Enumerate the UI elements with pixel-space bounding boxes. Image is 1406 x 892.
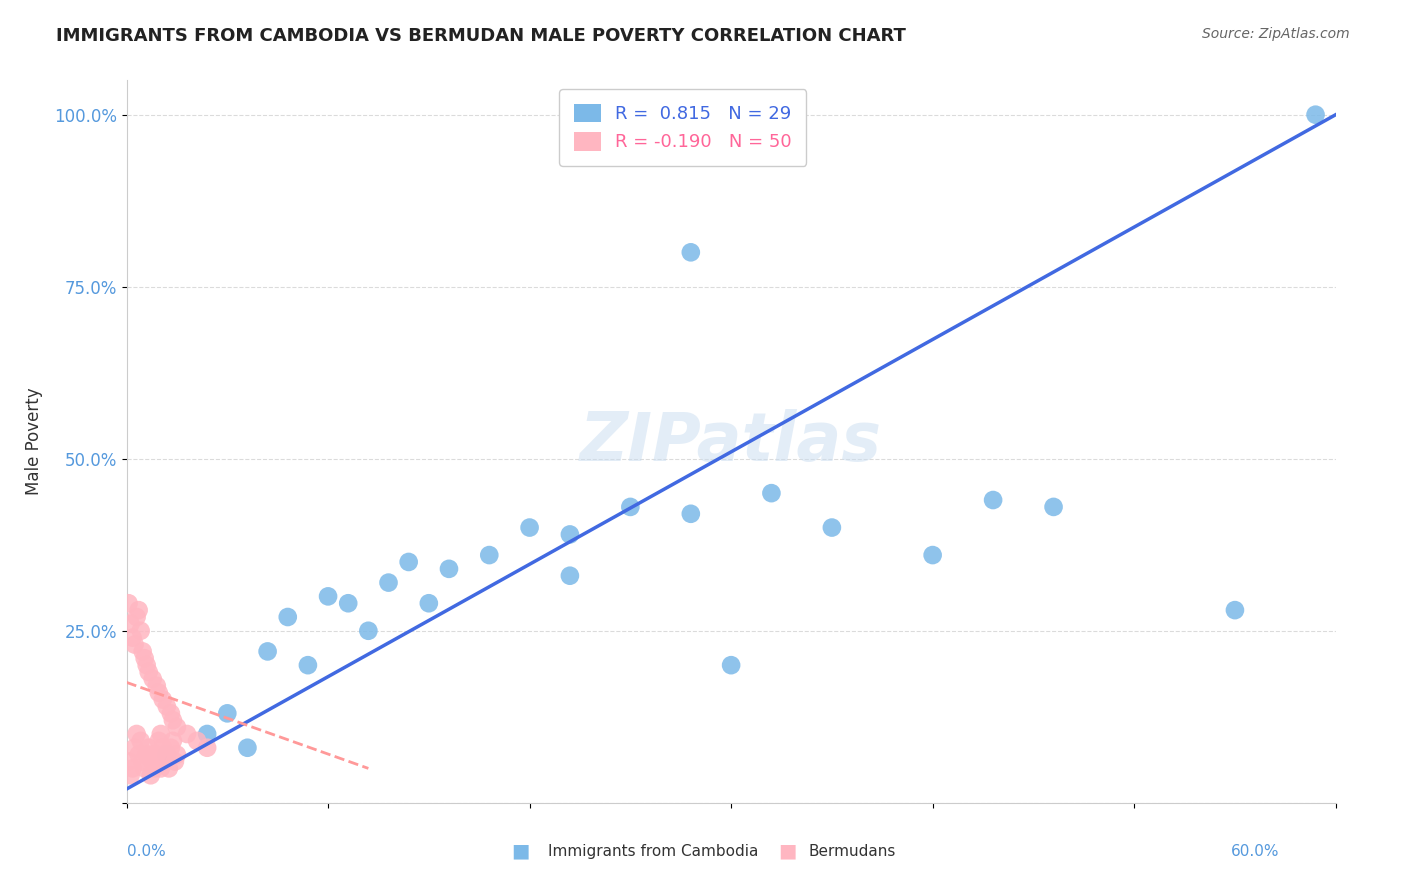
Point bbox=[134, 651, 156, 665]
Point bbox=[163, 755, 186, 769]
Text: IMMIGRANTS FROM CAMBODIA VS BERMUDAN MALE POVERTY CORRELATION CHART: IMMIGRANTS FROM CAMBODIA VS BERMUDAN MAL… bbox=[56, 27, 905, 45]
Text: ZIPatlas: ZIPatlas bbox=[581, 409, 882, 475]
Point bbox=[981, 493, 1004, 508]
Point bbox=[149, 727, 172, 741]
Text: Immigrants from Cambodia: Immigrants from Cambodia bbox=[548, 845, 759, 859]
Point bbox=[143, 761, 166, 775]
Text: ■: ■ bbox=[778, 841, 797, 860]
Point bbox=[138, 740, 160, 755]
Legend: R =  0.815   N = 29, R = -0.190   N = 50: R = 0.815 N = 29, R = -0.190 N = 50 bbox=[560, 89, 806, 166]
Point bbox=[1042, 500, 1064, 514]
Point bbox=[821, 520, 844, 534]
Point bbox=[139, 747, 162, 762]
Point bbox=[160, 740, 183, 755]
Point bbox=[117, 755, 139, 769]
Text: ■: ■ bbox=[510, 841, 530, 860]
Point bbox=[519, 520, 541, 534]
Point bbox=[148, 686, 170, 700]
Point bbox=[437, 562, 460, 576]
Point bbox=[418, 596, 440, 610]
Point bbox=[153, 755, 176, 769]
Point bbox=[135, 747, 157, 762]
Y-axis label: Male Poverty: Male Poverty bbox=[25, 388, 42, 495]
Point bbox=[142, 755, 165, 769]
Point bbox=[157, 761, 180, 775]
Point bbox=[720, 658, 742, 673]
Point bbox=[921, 548, 943, 562]
Point bbox=[679, 507, 702, 521]
Point bbox=[146, 679, 169, 693]
Point bbox=[195, 740, 218, 755]
Point bbox=[117, 596, 139, 610]
Point bbox=[156, 699, 179, 714]
Point bbox=[143, 755, 166, 769]
Point bbox=[121, 631, 143, 645]
Point bbox=[129, 624, 152, 638]
Point bbox=[124, 740, 146, 755]
Point bbox=[357, 624, 380, 638]
Point bbox=[135, 658, 157, 673]
Point bbox=[120, 768, 142, 782]
Point bbox=[128, 603, 150, 617]
Point bbox=[131, 644, 153, 658]
Point bbox=[761, 486, 783, 500]
Point bbox=[156, 747, 179, 762]
Point bbox=[152, 692, 174, 706]
Point bbox=[478, 548, 501, 562]
Point bbox=[148, 734, 170, 748]
Point bbox=[149, 761, 172, 775]
Point bbox=[124, 638, 146, 652]
Point bbox=[377, 575, 399, 590]
Point bbox=[128, 747, 150, 762]
Point bbox=[1223, 603, 1246, 617]
Point bbox=[277, 610, 299, 624]
Point bbox=[142, 672, 165, 686]
Point bbox=[146, 747, 169, 762]
Point bbox=[398, 555, 420, 569]
Text: Source: ZipAtlas.com: Source: ZipAtlas.com bbox=[1202, 27, 1350, 41]
Point bbox=[152, 740, 174, 755]
Text: 0.0%: 0.0% bbox=[127, 845, 166, 859]
Point bbox=[138, 665, 160, 679]
Point bbox=[125, 727, 148, 741]
Point bbox=[129, 734, 152, 748]
Text: Bermudans: Bermudans bbox=[808, 845, 896, 859]
Point bbox=[166, 747, 188, 762]
Point bbox=[236, 740, 259, 755]
Point bbox=[1305, 108, 1327, 122]
Point bbox=[558, 568, 581, 582]
Point bbox=[156, 747, 179, 762]
Point bbox=[162, 713, 184, 727]
Point bbox=[217, 706, 239, 721]
Point bbox=[186, 734, 208, 748]
Point bbox=[679, 245, 702, 260]
Point bbox=[297, 658, 319, 673]
Point bbox=[619, 500, 641, 514]
Point bbox=[166, 720, 188, 734]
Point bbox=[316, 590, 339, 604]
Point bbox=[120, 616, 142, 631]
Point bbox=[139, 768, 162, 782]
Point bbox=[558, 527, 581, 541]
Point bbox=[121, 761, 143, 775]
Point bbox=[160, 706, 183, 721]
Point bbox=[162, 734, 184, 748]
Point bbox=[134, 761, 156, 775]
Point bbox=[256, 644, 278, 658]
Point bbox=[337, 596, 360, 610]
Point bbox=[131, 755, 153, 769]
Point bbox=[125, 610, 148, 624]
Point bbox=[176, 727, 198, 741]
Text: 60.0%: 60.0% bbox=[1232, 845, 1279, 859]
Point bbox=[195, 727, 218, 741]
